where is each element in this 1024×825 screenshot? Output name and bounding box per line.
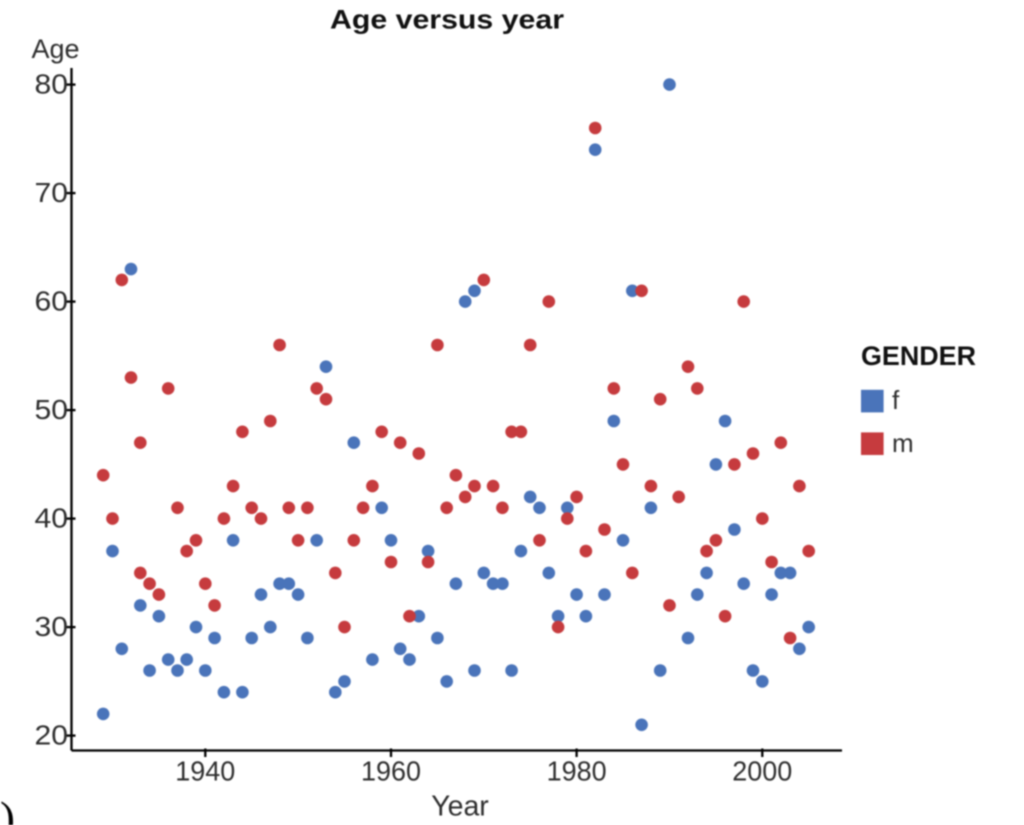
svg-text:30: 30: [35, 611, 69, 642]
svg-text:f: f: [892, 385, 900, 415]
svg-text:60: 60: [35, 285, 69, 316]
svg-text:50: 50: [35, 394, 69, 425]
svg-text:m: m: [892, 428, 914, 458]
svg-text:70: 70: [35, 177, 69, 208]
svg-text:Age versus year: Age versus year: [330, 4, 565, 34]
svg-text:20: 20: [35, 719, 69, 750]
svg-text:40: 40: [35, 502, 69, 533]
svg-text:1960: 1960: [361, 756, 421, 787]
svg-text:80: 80: [35, 68, 69, 99]
svg-text:a): a): [0, 793, 15, 825]
svg-text:1940: 1940: [175, 756, 235, 787]
svg-text:2000: 2000: [732, 756, 792, 787]
svg-text:Age: Age: [32, 34, 80, 64]
svg-text:Year: Year: [431, 791, 489, 823]
svg-text:GENDER: GENDER: [861, 341, 976, 371]
svg-text:1980: 1980: [547, 756, 607, 787]
